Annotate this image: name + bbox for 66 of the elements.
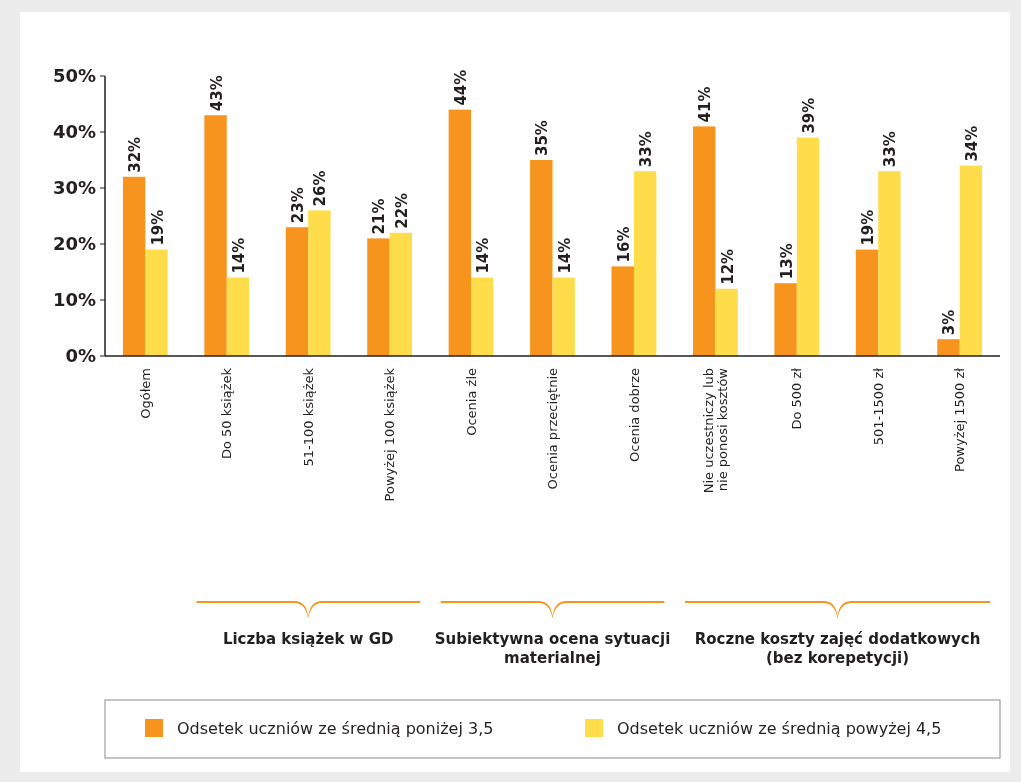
data-label: 39% bbox=[800, 97, 819, 134]
x-tick-label: Ocenia przeciętnie bbox=[545, 368, 561, 490]
data-label: 44% bbox=[451, 69, 470, 106]
data-label: 21% bbox=[370, 198, 389, 235]
data-label: 19% bbox=[148, 209, 167, 246]
data-label: 26% bbox=[311, 170, 330, 207]
data-label: 3% bbox=[940, 309, 959, 336]
bar bbox=[855, 249, 879, 356]
bar bbox=[715, 288, 738, 356]
bar bbox=[530, 160, 553, 356]
bar bbox=[204, 115, 227, 356]
bar bbox=[552, 277, 575, 356]
data-label: 13% bbox=[777, 243, 796, 280]
data-label: 41% bbox=[696, 86, 715, 123]
data-label: 43% bbox=[207, 75, 226, 112]
legend-label: Odsetek uczniów ze średnią powyżej 4,5 bbox=[617, 718, 942, 738]
data-label: 14% bbox=[229, 237, 248, 274]
y-tick-label: 40% bbox=[52, 121, 96, 143]
x-tick-label: Do 500 zł bbox=[789, 367, 805, 430]
bar bbox=[633, 171, 657, 356]
bar bbox=[611, 266, 634, 356]
bar bbox=[692, 126, 716, 356]
bar bbox=[308, 210, 331, 356]
data-label: 19% bbox=[859, 209, 878, 246]
y-tick-label: 20% bbox=[52, 233, 96, 255]
y-tick-label: 30% bbox=[52, 177, 96, 199]
x-tick-label: Powyżej 1500 zł bbox=[952, 367, 968, 472]
data-label: 14% bbox=[555, 237, 574, 274]
data-label: 16% bbox=[614, 226, 633, 263]
bar bbox=[285, 227, 309, 356]
data-label: 14% bbox=[474, 237, 493, 274]
data-label: 32% bbox=[126, 136, 145, 173]
y-tick-label: 50% bbox=[52, 65, 96, 87]
data-label: 12% bbox=[718, 248, 737, 285]
data-label: 23% bbox=[288, 187, 307, 224]
x-tick-label: Ogółem bbox=[137, 368, 153, 419]
legend-label: Odsetek uczniów ze średnią poniżej 3,5 bbox=[177, 718, 494, 738]
bar bbox=[937, 339, 960, 356]
bar bbox=[389, 232, 413, 356]
data-label: 33% bbox=[881, 131, 900, 168]
bar bbox=[959, 165, 983, 356]
bar bbox=[448, 109, 472, 356]
x-tick-label: Nie uczestniczy lub nie ponosi kosztów bbox=[700, 367, 731, 494]
bar bbox=[145, 249, 168, 356]
x-tick-label: Do 50 książek bbox=[219, 367, 235, 459]
data-label: 35% bbox=[533, 120, 552, 156]
data-label: 22% bbox=[392, 192, 411, 229]
x-tick-label: Ocenia dobrze bbox=[626, 368, 642, 462]
bar bbox=[774, 283, 797, 356]
data-label: 34% bbox=[962, 125, 981, 162]
bar bbox=[122, 176, 146, 356]
data-label: 33% bbox=[637, 131, 656, 168]
y-tick-label: 0% bbox=[65, 345, 96, 367]
bar bbox=[796, 137, 820, 356]
x-tick-label: Ocenia źle bbox=[463, 368, 479, 436]
x-tick-label: 51-100 książek bbox=[300, 367, 316, 467]
text: Subiektywna ocena sytuacji materialnej bbox=[434, 630, 671, 667]
x-tick-label: Powyżej 100 książek bbox=[382, 367, 398, 502]
text: Roczne koszty zajęć dodatkowych (bez korepetycji) bbox=[694, 630, 981, 667]
bar bbox=[226, 277, 250, 356]
x-tick-label: 501-1500 zł bbox=[870, 367, 886, 446]
y-tick-label: 10% bbox=[52, 289, 96, 311]
bar bbox=[878, 171, 901, 356]
bar bbox=[367, 238, 390, 356]
bar bbox=[471, 277, 494, 356]
text: Liczba książek w GD bbox=[222, 630, 394, 648]
